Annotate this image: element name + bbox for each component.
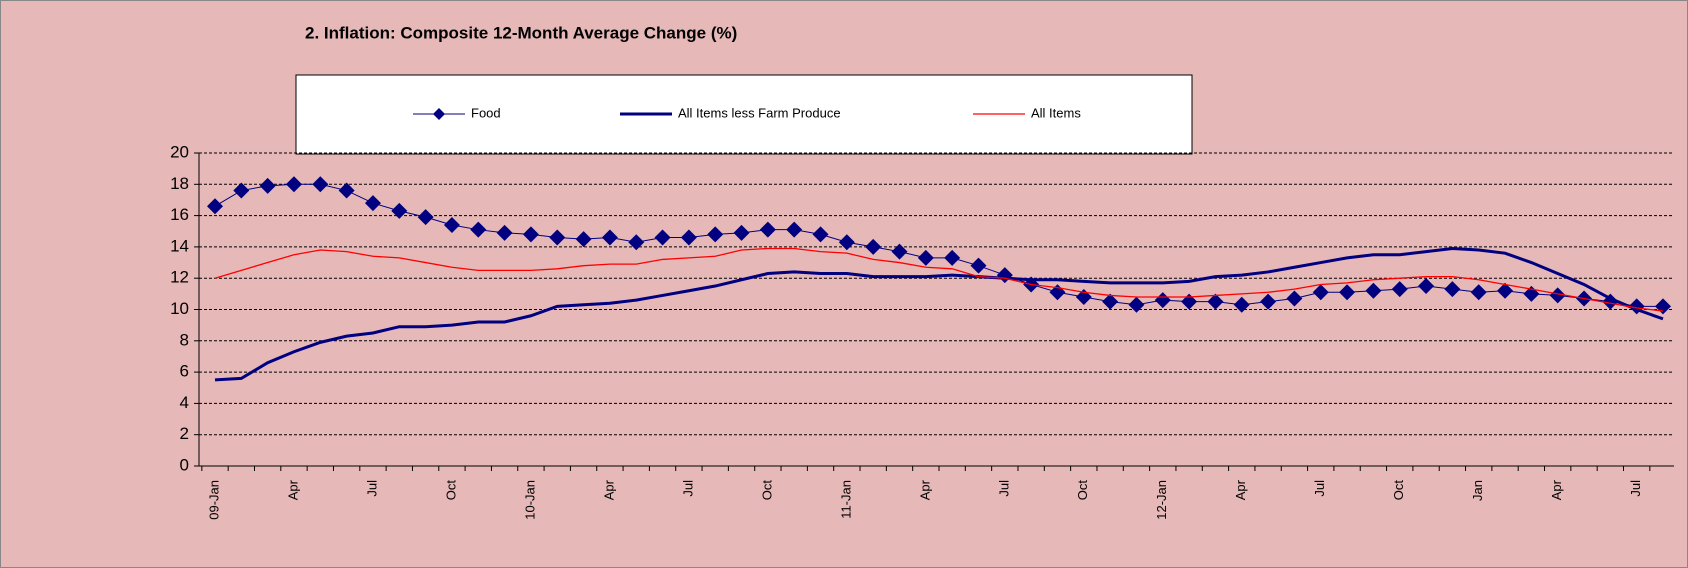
x-tick-label: 12-Jan: [1154, 480, 1169, 520]
data-point: [865, 238, 882, 255]
data-point: [759, 221, 776, 238]
series-line: [214, 247, 1664, 312]
data-point: [1128, 296, 1145, 313]
legend-marker: [433, 108, 445, 120]
data-point: [417, 209, 434, 226]
x-tick-label: Jul: [1312, 480, 1327, 497]
x-tick-label: Apr: [285, 479, 300, 500]
x-tick-label: 11-Jan: [838, 480, 853, 519]
data-point: [707, 226, 724, 243]
data-point: [285, 176, 302, 193]
y-tick-label: 2: [180, 424, 189, 443]
data-point: [1549, 287, 1566, 304]
x-tick-label: Oct: [759, 480, 774, 501]
data-point: [1470, 284, 1487, 301]
data-point: [812, 226, 829, 243]
data-point: [1365, 282, 1382, 299]
x-tick-label: Apr: [917, 479, 932, 500]
data-point: [1286, 290, 1303, 307]
data-point: [338, 182, 355, 199]
x-tick-label: Jan: [1470, 480, 1485, 501]
data-point: [391, 202, 408, 219]
data-point: [1233, 296, 1250, 313]
x-tick-label: Apr: [601, 479, 616, 500]
data-point: [1339, 284, 1356, 301]
data-point: [496, 224, 513, 241]
legend-label: All Items: [1031, 105, 1081, 120]
x-tick-label: Jul: [680, 480, 695, 497]
series-line: [214, 246, 1664, 382]
data-point: [470, 221, 487, 238]
data-point: [680, 229, 697, 246]
data-point: [443, 216, 460, 233]
data-point: [601, 229, 618, 246]
data-point: [891, 243, 908, 260]
x-tick-label: Jul: [1628, 480, 1643, 497]
data-point: [1207, 293, 1224, 310]
data-point: [733, 224, 750, 241]
x-tick-label: 09-Jan: [206, 480, 221, 520]
x-tick-label: Apr: [1549, 479, 1564, 500]
data-point: [917, 249, 934, 266]
x-tick-label: Oct: [1075, 480, 1090, 501]
x-tick-label: 10-Jan: [522, 480, 537, 520]
data-point: [1154, 292, 1171, 309]
data-point: [1312, 284, 1329, 301]
data-point: [1444, 281, 1461, 298]
data-point: [549, 229, 566, 246]
data-point: [575, 231, 592, 248]
chart-title: 2. Inflation: Composite 12-Month Average…: [305, 23, 737, 42]
data-point: [1391, 281, 1408, 298]
data-point: [838, 234, 855, 251]
data-point: [1418, 278, 1435, 295]
y-tick-label: 6: [180, 362, 189, 381]
data-point: [522, 226, 539, 243]
legend-label: Food: [471, 105, 501, 120]
data-point: [312, 176, 329, 193]
y-tick-label: 12: [170, 268, 189, 287]
y-tick-label: 16: [170, 205, 189, 224]
y-tick-label: 4: [180, 393, 189, 412]
y-tick-label: 8: [180, 330, 189, 349]
x-tick-label: Oct: [1391, 480, 1406, 501]
y-tick-label: 18: [170, 174, 189, 193]
x-tick-label: Jul: [996, 480, 1011, 497]
data-point: [628, 234, 645, 251]
data-point: [970, 257, 987, 274]
data-point: [654, 229, 671, 246]
data-point: [364, 195, 381, 212]
data-point: [259, 177, 276, 194]
y-tick-label: 14: [170, 236, 189, 255]
data-point: [944, 249, 961, 266]
data-point: [207, 198, 223, 215]
data-point: [1181, 293, 1198, 310]
x-tick-label: Jul: [364, 480, 379, 497]
x-tick-label: Apr: [1233, 479, 1248, 500]
y-tick-label: 0: [180, 455, 189, 474]
x-tick-label: Oct: [443, 480, 458, 501]
data-point: [786, 221, 803, 238]
data-point: [233, 182, 250, 199]
data-point: [1497, 282, 1514, 299]
y-tick-label: 20: [170, 142, 189, 161]
data-point: [1102, 293, 1119, 310]
data-point: [1260, 293, 1277, 310]
y-tick-label: 10: [170, 299, 189, 318]
legend-label: All Items less Farm Produce: [678, 105, 841, 120]
